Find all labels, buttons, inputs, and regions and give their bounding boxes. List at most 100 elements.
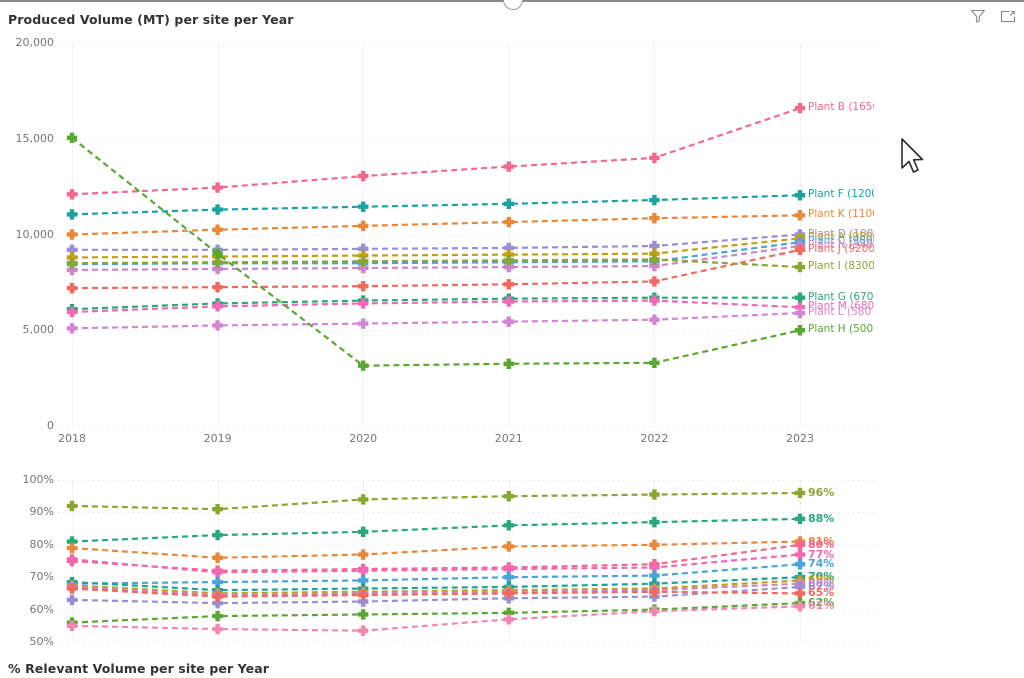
focus-mode-icon[interactable] [1000,8,1016,24]
data-point-marker[interactable] [649,276,660,287]
data-point-marker[interactable] [358,256,369,267]
series-plant-m[interactable] [66,549,806,578]
data-point-marker[interactable] [358,281,369,292]
filter-icon[interactable] [970,8,986,24]
data-point-marker[interactable] [66,583,78,594]
data-point-marker[interactable] [66,536,78,547]
data-point-marker[interactable] [212,257,223,268]
data-point-marker[interactable] [503,261,514,273]
data-point-marker[interactable] [794,513,806,525]
data-point-marker[interactable] [358,360,369,371]
series-plant-h[interactable] [66,132,806,371]
data-point-marker[interactable] [794,588,806,599]
data-point-marker[interactable] [503,316,514,327]
data-point-marker[interactable] [212,224,223,235]
data-point-marker[interactable] [358,625,369,636]
data-point-marker[interactable] [794,325,806,336]
data-point-marker[interactable] [649,516,660,528]
data-point-marker[interactable] [503,198,514,210]
data-point-marker[interactable] [503,588,514,599]
data-point-marker[interactable] [66,594,78,606]
data-point-marker[interactable] [212,591,223,602]
data-point-marker[interactable] [503,491,514,502]
data-point-marker[interactable] [358,262,369,274]
data-point-marker[interactable] [794,559,806,570]
series-plant-l[interactable] [66,601,806,636]
data-point-marker[interactable] [503,279,514,290]
data-point-marker[interactable] [503,607,514,619]
data-point-marker[interactable] [66,132,78,143]
series-plant-j[interactable] [66,244,806,294]
data-point-marker[interactable] [794,292,806,303]
data-point-marker[interactable] [66,252,78,263]
data-point-marker[interactable] [358,596,369,607]
data-point-marker[interactable] [503,614,514,625]
series-plant-g[interactable] [66,513,806,547]
data-point-marker[interactable] [794,261,806,273]
data-point-marker[interactable] [66,258,78,269]
data-point-marker[interactable] [66,229,78,240]
data-point-marker[interactable] [794,102,806,114]
data-point-marker[interactable] [649,248,660,259]
data-point-marker[interactable] [794,307,806,319]
data-point-marker[interactable] [649,586,660,597]
data-point-marker[interactable] [794,190,806,201]
data-point-marker[interactable] [358,609,369,620]
data-point-marker[interactable] [649,606,660,617]
data-point-marker[interactable] [503,296,514,307]
data-point-marker[interactable] [358,220,369,232]
data-point-marker[interactable] [649,295,660,306]
data-point-marker[interactable] [358,318,369,329]
data-point-marker[interactable] [66,306,78,318]
data-point-marker[interactable] [358,589,369,601]
data-point-marker[interactable] [649,539,660,550]
data-point-marker[interactable] [794,539,806,550]
data-point-marker[interactable] [503,255,514,266]
data-point-marker[interactable] [649,570,660,581]
data-point-marker[interactable] [503,563,514,575]
data-point-marker[interactable] [503,358,514,369]
series-plant-i[interactable] [66,254,806,273]
series-plant-d[interactable] [66,229,806,256]
data-point-marker[interactable] [649,489,660,500]
data-point-marker[interactable] [503,216,514,228]
data-point-marker[interactable] [794,487,806,499]
series-plant-f[interactable] [66,190,806,220]
series-plant-b[interactable] [66,102,806,200]
data-point-marker[interactable] [212,182,223,193]
data-point-marker[interactable] [649,314,660,325]
data-point-marker[interactable] [794,581,806,593]
data-point-marker[interactable] [649,254,660,265]
data-point-marker[interactable] [66,244,78,256]
series-plant-k[interactable] [66,210,806,240]
data-point-marker[interactable] [649,194,660,206]
data-point-marker[interactable] [358,526,369,538]
data-point-marker[interactable] [66,264,78,276]
data-point-marker[interactable] [503,520,514,531]
data-point-marker[interactable] [212,248,223,259]
data-point-marker[interactable] [212,597,223,609]
data-point-marker[interactable] [66,542,78,554]
data-point-marker[interactable] [794,601,806,612]
series-plant-l[interactable] [66,307,806,334]
data-point-marker[interactable] [358,565,369,576]
data-point-marker[interactable] [212,529,223,541]
data-point-marker[interactable] [66,189,78,200]
data-point-marker[interactable] [503,249,514,260]
data-point-marker[interactable] [503,541,514,552]
data-point-marker[interactable] [358,170,369,182]
data-point-marker[interactable] [212,567,223,578]
data-point-marker[interactable] [794,302,806,313]
data-point-marker[interactable] [212,623,223,635]
data-point-marker[interactable] [358,549,369,560]
data-point-marker[interactable] [66,500,78,512]
data-point-marker[interactable] [649,152,660,164]
data-point-marker[interactable] [649,562,660,573]
data-point-marker[interactable] [212,552,223,563]
data-point-marker[interactable] [66,620,78,631]
data-point-marker[interactable] [794,244,806,256]
series-plant-m[interactable] [66,295,806,318]
data-point-marker[interactable] [212,320,223,331]
data-point-marker[interactable] [358,243,369,255]
series-plant-n[interactable] [66,240,806,276]
